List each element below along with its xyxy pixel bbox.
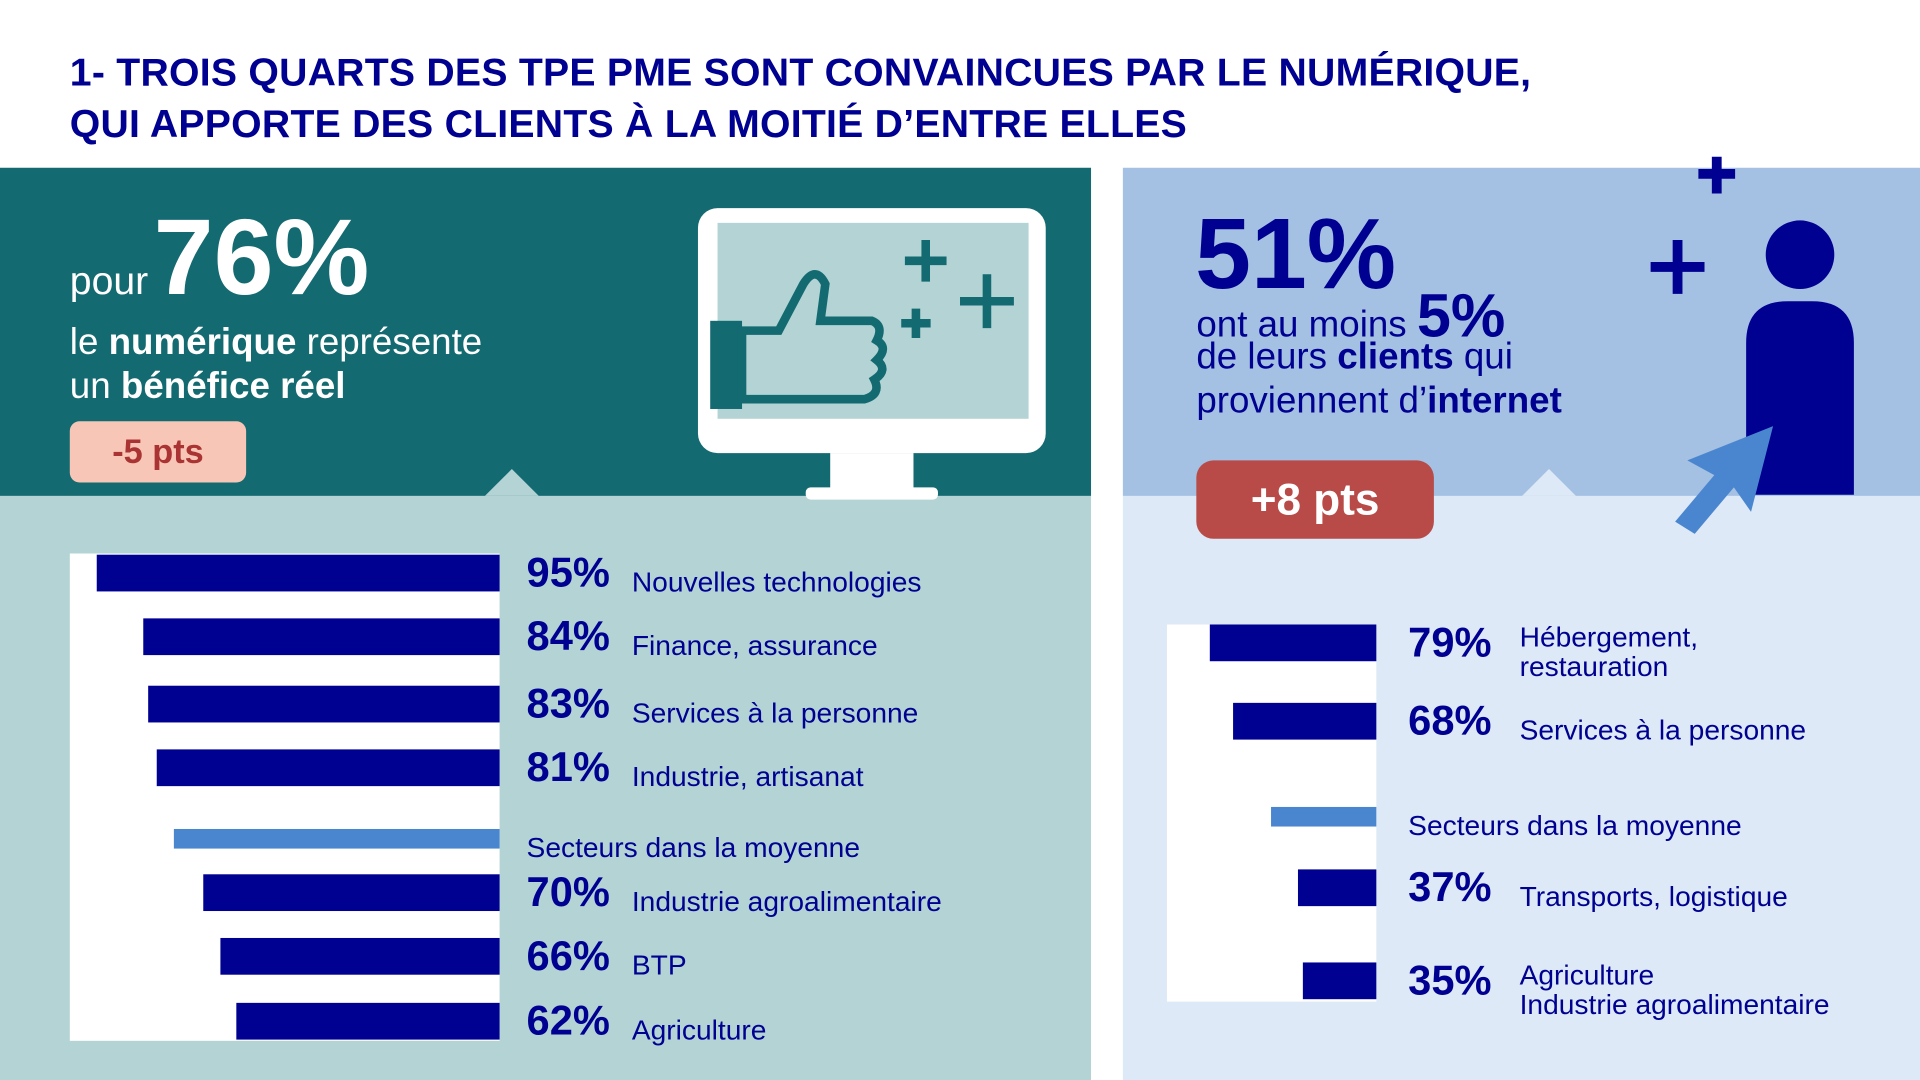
category-label-line: restauration — [1519, 650, 1669, 683]
category-label: Agriculture — [631, 1013, 767, 1046]
bar — [236, 1002, 500, 1040]
left-notch — [484, 468, 539, 496]
left-desc: le numérique représente un bénéfice réel — [70, 321, 482, 409]
category-label: Agriculture Industrie agroalimentaire — [1520, 960, 1830, 1019]
category-label: Industrie, artisanat — [631, 760, 864, 793]
category-label: Services à la personne — [631, 696, 919, 729]
data-label: 81% — [526, 744, 610, 792]
bar — [1233, 702, 1377, 740]
bar — [1302, 962, 1377, 1000]
t: ont au moins — [1196, 304, 1417, 346]
page-title: 1- TROIS QUARTS DES TPE PME SONT CONVAIN… — [70, 47, 1531, 150]
t: clients — [1337, 336, 1454, 378]
t: bénéfice réel — [120, 366, 346, 407]
bar — [1209, 624, 1377, 662]
t: représente — [296, 322, 483, 363]
monitor-thumbs-up-icon — [697, 208, 1046, 500]
category-label: Secteurs dans la moyenne — [526, 831, 861, 864]
category-label: Transports, logistique — [1520, 882, 1788, 911]
category-label-line: Agriculture — [1519, 958, 1655, 991]
category-label: Nouvelles technologies — [631, 565, 922, 598]
data-label: 79% — [1408, 619, 1492, 667]
category-label-line: Hébergement, — [1519, 620, 1699, 653]
bar — [173, 828, 500, 849]
change-badge-negative: -5 pts — [69, 421, 247, 483]
t: un — [69, 366, 121, 407]
category-label-line: Industrie agroalimentaire — [1519, 988, 1830, 1021]
left-stat: pour 76% — [69, 203, 370, 311]
bar — [203, 874, 500, 912]
t: internet — [1427, 380, 1562, 422]
stat-76: 76% — [153, 195, 370, 318]
bar — [97, 554, 500, 592]
data-label: 68% — [1408, 697, 1492, 745]
bar — [147, 685, 500, 723]
bar — [1298, 869, 1377, 907]
category-label: Services à la personne — [1520, 715, 1806, 744]
category-label: Secteurs dans la moyenne — [1408, 811, 1741, 840]
category-label-line: Services à la personne — [1519, 713, 1807, 746]
right-notch — [1522, 468, 1576, 496]
title-line-2: QUI APPORTE DES CLIENTS À LA MOITIÉ D’EN… — [69, 101, 1188, 146]
stat-5: 5% — [1416, 281, 1506, 351]
data-label: 62% — [526, 997, 610, 1045]
pour-text: pour — [69, 258, 149, 303]
bar — [156, 749, 500, 787]
t: de leurs — [1196, 336, 1338, 378]
bar — [1271, 806, 1377, 827]
data-label: 35% — [1408, 957, 1492, 1005]
data-label: 95% — [526, 549, 610, 597]
t: proviennent d’ — [1196, 380, 1428, 422]
data-label: 70% — [526, 869, 610, 916]
right-desc: ont au moins 5% de leurs clients qui pro… — [1196, 285, 1562, 424]
t: le — [69, 322, 109, 363]
data-label: 66% — [526, 933, 610, 980]
category-label-line: Transports, logistique — [1519, 880, 1788, 913]
stat-51: 51% — [1195, 198, 1397, 310]
category-label: BTP — [631, 948, 687, 981]
data-label: 84% — [526, 613, 610, 661]
t: qui — [1453, 336, 1513, 378]
bar — [219, 937, 500, 975]
category-label: Hébergement, restauration — [1520, 622, 1698, 681]
person-cursor-icon — [1650, 156, 1854, 534]
category-label: Finance, assurance — [631, 629, 878, 662]
title-line-1: 1- TROIS QUARTS DES TPE PME SONT CONVAIN… — [69, 50, 1532, 95]
category-label-line: Secteurs dans la moyenne — [1408, 809, 1742, 842]
bar — [143, 618, 500, 656]
change-badge-positive: +8 pts — [1196, 460, 1434, 539]
data-label: 83% — [526, 680, 610, 728]
data-label: 37% — [1408, 864, 1492, 912]
category-label: Industrie agroalimentaire — [631, 885, 942, 918]
t: numérique — [108, 322, 297, 363]
